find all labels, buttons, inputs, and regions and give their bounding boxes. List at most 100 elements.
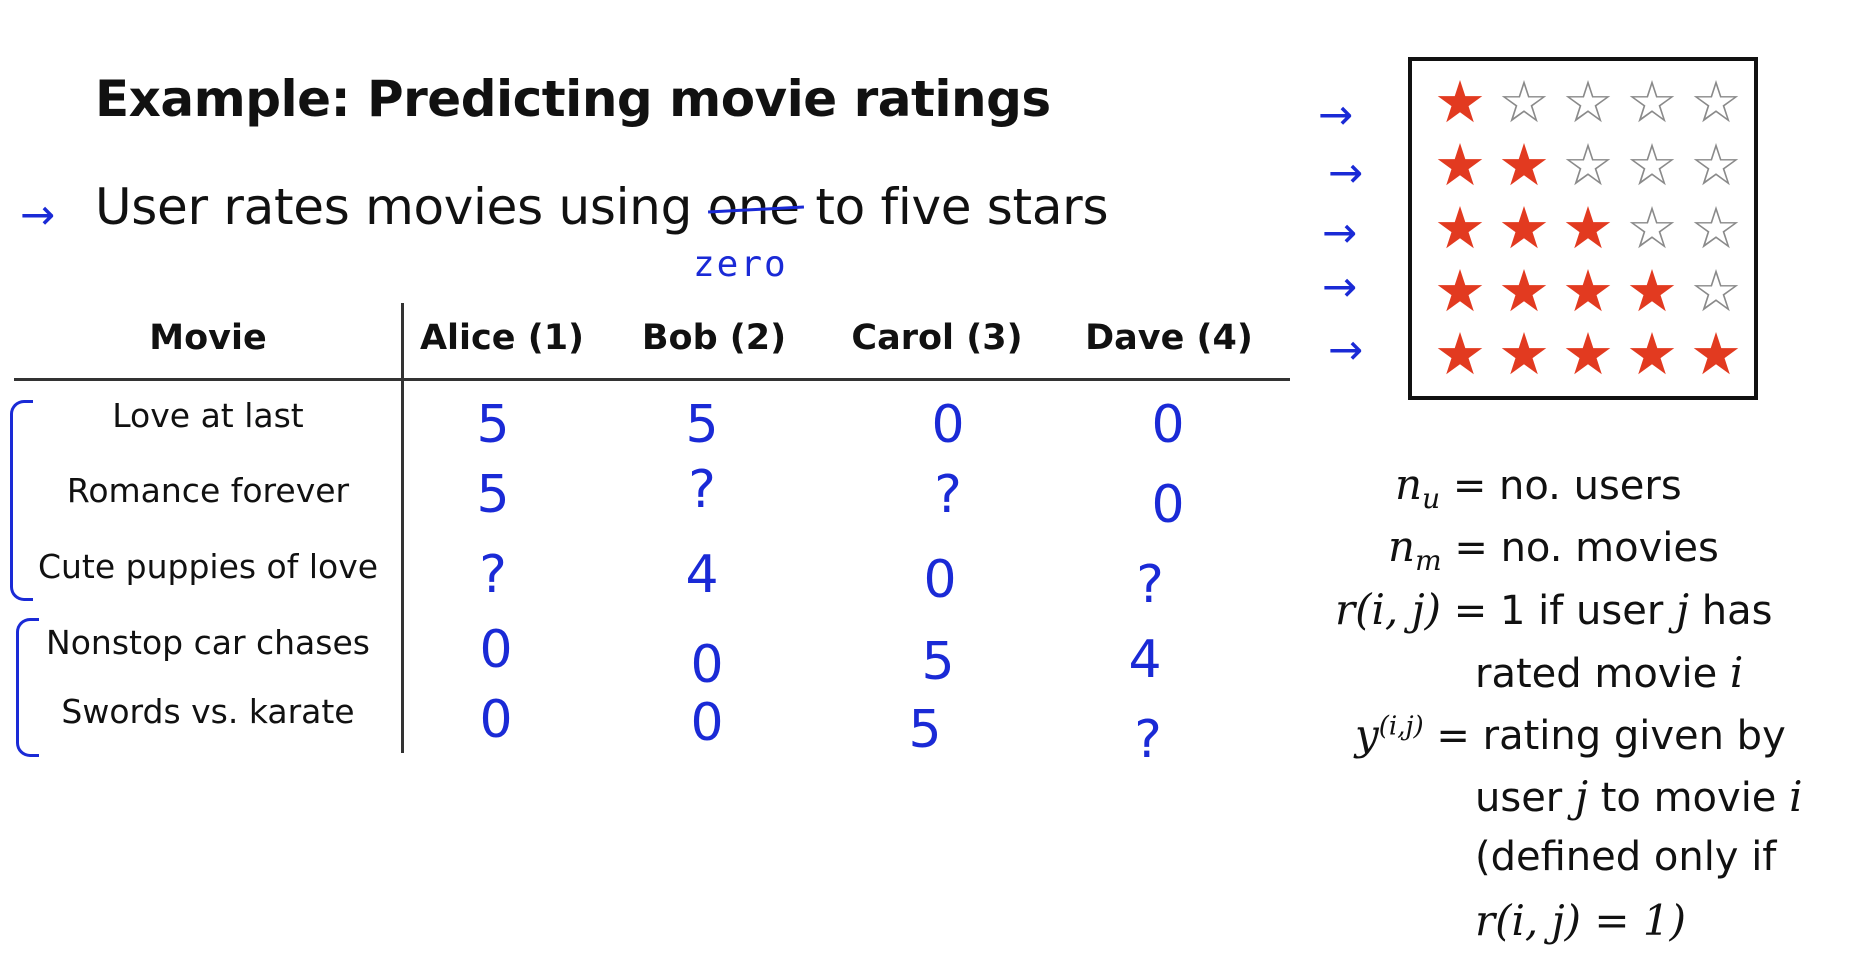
rating-cell: 5 — [476, 465, 510, 525]
empty-star-icon: ☆ — [1626, 131, 1678, 199]
math-r: r(i, j) — [1335, 585, 1442, 634]
rating-cell: 5 — [476, 395, 510, 455]
empty-star-icon: ☆ — [1626, 68, 1678, 136]
math-sub-u: u — [1422, 482, 1441, 515]
rating-cell: 5 — [685, 395, 719, 455]
star-row-arrow-icon: → — [1322, 208, 1358, 257]
def-nm-text: = no. movies — [1454, 525, 1719, 571]
empty-star-icon: ☆ — [1562, 131, 1614, 199]
empty-star-icon: ☆ — [1498, 68, 1550, 136]
math-j: j — [1676, 585, 1690, 634]
filled-star-icon: ★ — [1626, 257, 1678, 325]
bullet-text: User rates movies using one to five star… — [95, 178, 1109, 236]
slide-title: Example: Predicting movie ratings — [95, 70, 1051, 128]
filled-star-icon: ★ — [1434, 68, 1486, 136]
empty-star-icon: ☆ — [1690, 68, 1742, 136]
header-carol: Carol (3) — [851, 318, 1023, 358]
filled-star-icon: ★ — [1434, 194, 1486, 262]
star-row-arrow-icon: → — [1322, 262, 1358, 311]
def-r-line2-text: rated movie — [1475, 651, 1730, 697]
math-i: i — [1729, 648, 1744, 697]
action-group-brace — [16, 618, 39, 757]
filled-star-icon: ★ — [1498, 194, 1550, 262]
struck-word: one — [707, 178, 800, 236]
def-y: y(i,j) = rating given by — [1355, 710, 1786, 759]
def-num-users: nu = no. users — [1395, 460, 1682, 515]
empty-star-icon: ☆ — [1690, 257, 1742, 325]
filled-star-icon: ★ — [1562, 320, 1614, 388]
def-y-line4: r(i, j) = 1) — [1475, 896, 1686, 945]
def-r-line2: rated movie i — [1475, 648, 1743, 697]
rating-cell: 0 — [1151, 475, 1185, 535]
movie-title: Romance forever — [66, 471, 350, 510]
filled-star-icon: ★ — [1434, 257, 1486, 325]
rating-cell: 0 — [931, 395, 965, 455]
rating-cell: 0 — [690, 693, 724, 753]
def-y-line3: (defined only if — [1475, 834, 1777, 880]
def-r: r(i, j) = 1 if user j has — [1335, 585, 1772, 634]
rating-cell: ? — [1136, 555, 1164, 615]
rating-cell: ? — [688, 460, 716, 520]
star-row-2: ★ ★ ☆ ☆ ☆ — [1430, 134, 1746, 196]
filled-star-icon: ★ — [1498, 320, 1550, 388]
header-movie: Movie — [149, 318, 267, 358]
math-sub-m: m — [1415, 544, 1442, 577]
math-n: n — [1388, 522, 1416, 571]
filled-star-icon: ★ — [1498, 131, 1550, 199]
math-i: i — [1789, 772, 1803, 821]
star-row-5: ★ ★ ★ ★ ★ — [1430, 323, 1746, 385]
empty-star-icon: ☆ — [1626, 194, 1678, 262]
def-y-text: = rating given by — [1436, 713, 1786, 759]
math-n: n — [1395, 460, 1423, 509]
empty-star-icon: ☆ — [1690, 131, 1742, 199]
table-header-divider — [14, 378, 1290, 381]
rating-cell: ? — [934, 465, 962, 525]
math-sup-ij: (i,j) — [1378, 711, 1424, 742]
header-bob: Bob (2) — [641, 318, 787, 358]
rating-cell: 0 — [479, 620, 513, 680]
filled-star-icon: ★ — [1562, 257, 1614, 325]
movie-title: Nonstop car chases — [46, 623, 370, 662]
def-y-line2-a: user — [1475, 775, 1575, 821]
handwritten-correction: zero — [693, 244, 788, 285]
math-y: y — [1355, 710, 1379, 759]
def-r-text-b: has — [1689, 588, 1773, 634]
star-row-arrow-icon: → — [1328, 325, 1364, 374]
filled-star-icon: ★ — [1626, 320, 1678, 388]
filled-star-icon: ★ — [1498, 257, 1550, 325]
movie-title: Swords vs. karate — [61, 692, 355, 731]
rating-cell: 0 — [923, 550, 957, 610]
empty-star-icon: ☆ — [1690, 194, 1742, 262]
rating-cell: 0 — [690, 635, 724, 695]
math-r-eq: r(i, j) = 1) — [1475, 896, 1687, 945]
star-row-1: ★ ☆ ☆ ☆ ☆ — [1430, 71, 1746, 133]
rating-cell: 0 — [479, 690, 513, 750]
star-row-arrow-icon: → — [1318, 90, 1354, 139]
rating-cell: 5 — [908, 700, 942, 760]
table-vertical-divider — [401, 303, 404, 753]
filled-star-icon: ★ — [1434, 320, 1486, 388]
def-nu-text: = no. users — [1452, 463, 1682, 509]
star-row-4: ★ ★ ★ ★ ☆ — [1430, 260, 1746, 322]
bullet-prefix: User rates movies using — [95, 178, 708, 236]
bullet-arrow-icon: → — [20, 190, 56, 239]
header-alice: Alice (1) — [419, 318, 585, 358]
filled-star-icon: ★ — [1562, 194, 1614, 262]
bullet-suffix: to five stars — [799, 178, 1109, 236]
rating-cell: ? — [479, 545, 507, 605]
romance-group-brace — [10, 400, 33, 601]
def-num-movies: nm = no. movies — [1388, 522, 1719, 577]
movie-title: Love at last — [112, 396, 304, 435]
math-j: j — [1574, 772, 1588, 821]
empty-star-icon: ☆ — [1562, 68, 1614, 136]
filled-star-icon: ★ — [1434, 131, 1486, 199]
rating-cell: 4 — [1128, 630, 1162, 690]
star-row-3: ★ ★ ★ ☆ ☆ — [1430, 197, 1746, 259]
rating-cell: 5 — [921, 632, 955, 692]
rating-cell: ? — [1134, 710, 1162, 770]
def-r-text-a: = 1 if user — [1453, 588, 1676, 634]
def-y-line2: user j to movie i — [1475, 772, 1803, 821]
rating-cell: 4 — [685, 545, 719, 605]
rating-cell: 0 — [1151, 395, 1185, 455]
star-row-arrow-icon: → — [1328, 148, 1364, 197]
